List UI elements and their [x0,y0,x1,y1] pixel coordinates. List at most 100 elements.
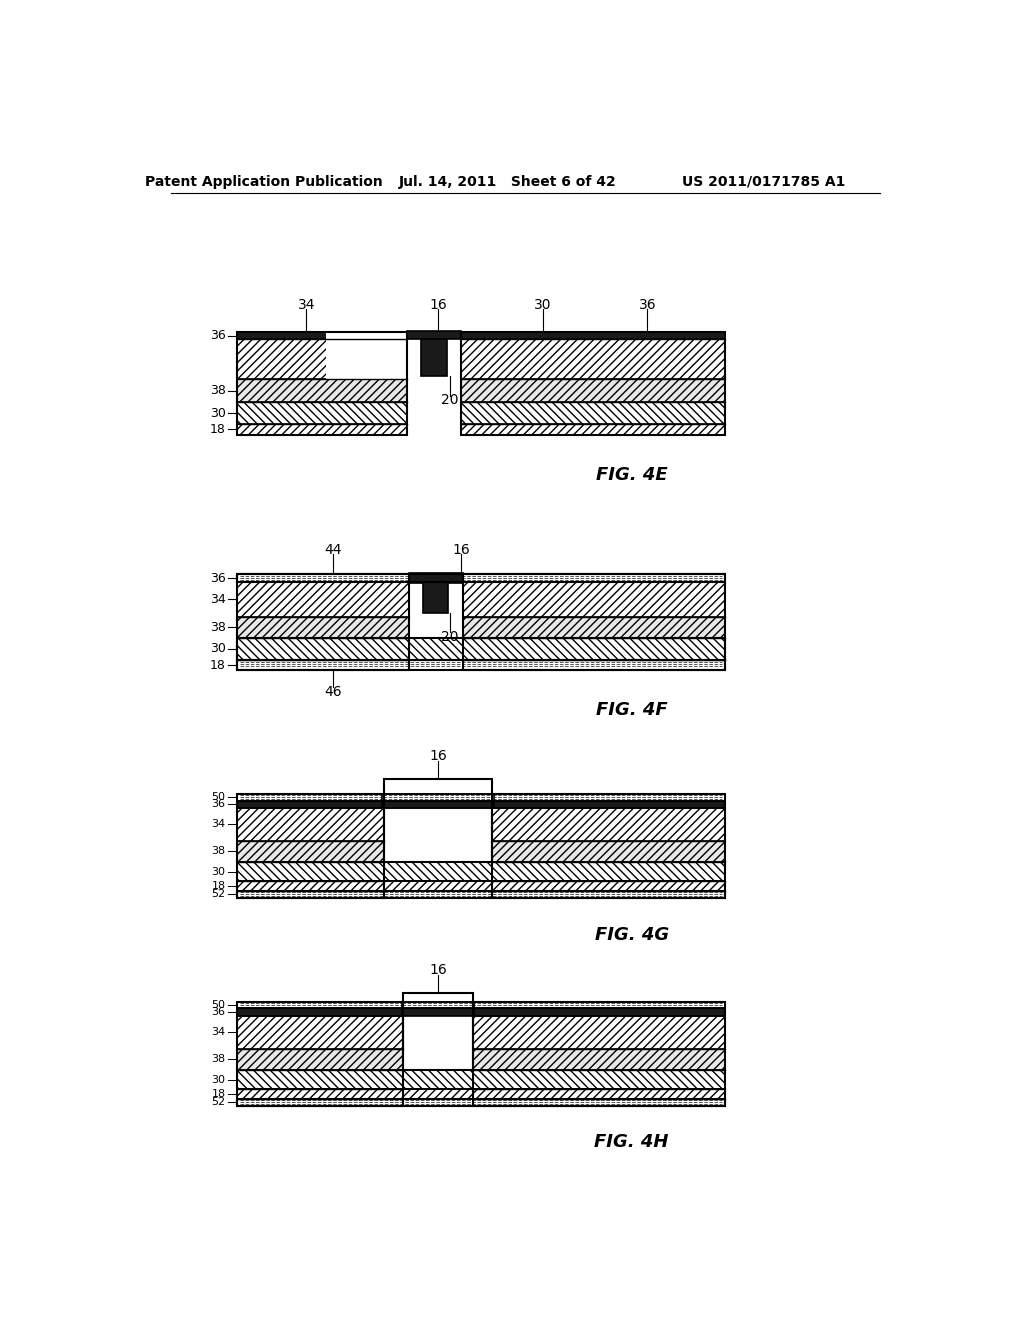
Bar [237,1089,725,1098]
Bar [237,793,725,800]
Text: 36: 36 [212,1007,225,1018]
Bar [461,403,725,424]
Text: FIG. 4F: FIG. 4F [596,701,668,719]
Bar [237,574,409,671]
Text: 50: 50 [212,792,225,803]
Bar [237,862,725,882]
Text: 36: 36 [210,572,225,585]
Bar [237,1002,725,1008]
Text: 18: 18 [212,1089,225,1100]
Bar [461,331,725,339]
Text: 38: 38 [210,620,225,634]
Bar [237,891,725,898]
Text: Jul. 14, 2011   Sheet 6 of 42: Jul. 14, 2011 Sheet 6 of 42 [399,174,616,189]
Text: FIG. 4H: FIG. 4H [595,1134,669,1151]
Bar [237,1071,725,1089]
Text: 52: 52 [212,1097,225,1107]
Text: 44: 44 [325,543,342,557]
Bar [403,993,473,1071]
Bar [237,808,384,841]
Bar [473,1048,725,1071]
Text: 38: 38 [212,846,225,857]
Bar [237,800,725,808]
Bar [237,331,407,434]
Bar [463,574,725,671]
Bar [461,424,725,434]
Text: FIG. 4E: FIG. 4E [596,466,668,484]
Text: 36: 36 [638,298,656,312]
Bar [493,841,725,862]
Bar [237,862,725,882]
Bar [237,1048,403,1071]
Bar [461,339,725,379]
Bar [493,793,725,898]
Bar [237,1089,725,1098]
Text: US 2011/0171785 A1: US 2011/0171785 A1 [682,174,845,189]
Text: 16: 16 [429,748,446,763]
Bar [237,1008,725,1016]
Bar [237,424,407,434]
Text: 50: 50 [212,1001,225,1010]
Bar [493,808,725,841]
Bar [237,339,407,379]
Bar [237,882,725,891]
Bar [401,1008,474,1016]
Text: 52: 52 [212,890,225,899]
Text: 30: 30 [212,867,225,876]
Bar [237,638,725,660]
Bar [237,574,725,582]
Bar [237,891,725,898]
Text: 34: 34 [212,1027,225,1038]
Bar [237,1071,725,1089]
Bar [237,882,725,891]
Bar [409,573,463,582]
Bar [473,1002,725,1106]
Bar [237,1002,725,1008]
Text: 20: 20 [441,630,459,644]
Text: 36: 36 [210,329,225,342]
Bar [463,582,725,616]
Text: 18: 18 [210,422,225,436]
Text: 38: 38 [210,384,225,397]
Bar [463,616,725,638]
Text: 46: 46 [325,685,342,700]
Text: 30: 30 [534,298,551,312]
Bar [421,339,447,376]
Bar [237,1016,403,1048]
Bar [237,800,725,808]
Text: 34: 34 [210,593,225,606]
Bar [237,660,725,671]
Bar [384,808,493,862]
Bar [237,793,725,800]
Bar [237,1002,403,1106]
Bar [237,1098,725,1106]
Bar [237,841,384,862]
Bar [237,331,407,339]
Text: 18: 18 [210,659,225,672]
Text: 30: 30 [212,1074,225,1085]
Text: 34: 34 [298,298,315,312]
Text: 34: 34 [212,820,225,829]
Bar [407,331,461,339]
Text: 38: 38 [212,1055,225,1064]
Bar [401,1002,474,1008]
Bar [237,616,409,638]
Bar [461,331,725,434]
Bar [237,582,409,616]
Bar [237,1098,725,1106]
Bar [382,793,494,800]
Text: 16: 16 [453,543,470,557]
Bar [423,582,449,614]
Text: Patent Application Publication: Patent Application Publication [144,174,383,189]
Bar [237,379,407,403]
Bar [237,403,407,424]
Text: 18: 18 [212,880,225,891]
Bar [237,638,725,660]
Bar [461,379,725,403]
Text: 30: 30 [210,407,225,420]
Bar [237,793,384,898]
Bar [382,800,494,808]
Bar [237,660,725,671]
Bar [473,1016,725,1048]
Bar [384,779,493,862]
